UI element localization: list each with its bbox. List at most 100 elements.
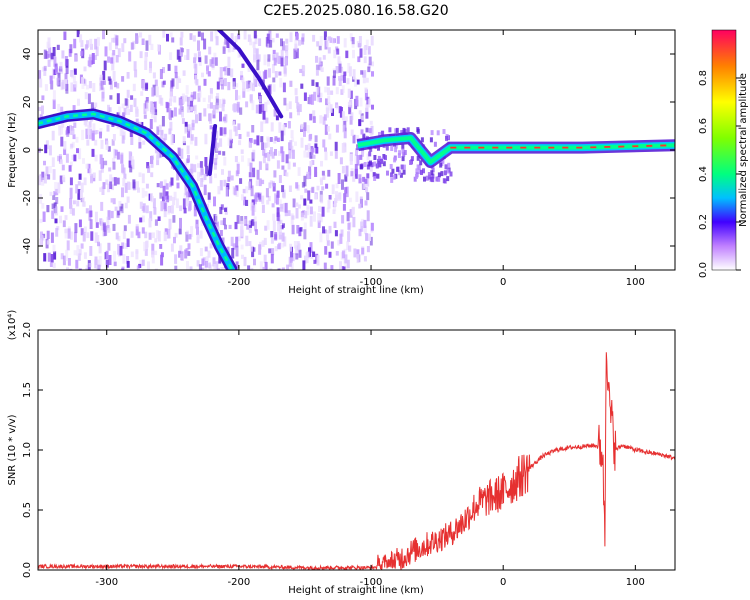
heatmap-cell xyxy=(371,104,374,110)
heatmap-cell xyxy=(124,98,128,106)
heatmap-cell xyxy=(241,77,245,83)
heatmap-cell xyxy=(100,201,104,211)
heatmap-cell xyxy=(241,155,244,162)
heatmap-cell xyxy=(60,136,64,147)
heatmap-cell xyxy=(409,160,412,165)
heatmap-cell xyxy=(71,72,75,79)
colorbar-ticks: 0.0 0.2 0.4 0.6 0.8 xyxy=(698,70,741,278)
heatmap-cell xyxy=(327,95,331,104)
heatmap-cell xyxy=(415,168,419,174)
heatmap-cell xyxy=(130,42,134,50)
heatmap-cell xyxy=(364,87,368,93)
heatmap-cell xyxy=(60,106,64,113)
heatmap-cell xyxy=(160,97,164,106)
heatmap-cell xyxy=(180,31,184,38)
heatmap-cell xyxy=(117,235,121,242)
heatmap-cell xyxy=(155,230,159,239)
heatmap-cell xyxy=(78,219,82,228)
heatmap-cell xyxy=(93,55,97,60)
heatmap-cell xyxy=(111,184,114,191)
heatmap-cell xyxy=(51,210,55,219)
heatmap-cell xyxy=(253,73,257,85)
heatmap-cell xyxy=(283,57,287,65)
heatmap-cell xyxy=(204,157,208,167)
heatmap-cell xyxy=(229,138,233,149)
heatmap-cell xyxy=(220,78,224,85)
heatmap-cell xyxy=(41,95,45,101)
heatmap-cell xyxy=(116,177,120,185)
heatmap-cell xyxy=(84,92,88,100)
heatmap-cell xyxy=(98,170,102,181)
heatmap-cell xyxy=(245,199,249,206)
heatmap-cell xyxy=(154,109,158,116)
heatmap-cell xyxy=(213,196,216,207)
top-y-tick-label: -40 xyxy=(22,238,33,254)
heatmap-cell xyxy=(363,219,367,228)
heatmap-cell xyxy=(253,204,257,212)
heatmap-cell xyxy=(232,121,236,126)
heatmap-cell xyxy=(135,226,139,236)
heatmap-cell xyxy=(159,244,163,249)
heatmap-cell xyxy=(174,232,178,238)
heatmap-cell xyxy=(416,164,420,170)
heatmap-cell xyxy=(281,41,285,51)
heatmap-cell xyxy=(256,59,260,71)
heatmap-cell xyxy=(285,51,289,59)
heatmap-cell xyxy=(173,96,177,103)
heatmap-cell xyxy=(199,230,203,239)
heatmap-cell xyxy=(123,173,127,180)
heatmap-cell xyxy=(263,54,267,66)
colorbar-gradient xyxy=(711,29,737,271)
heatmap-cell xyxy=(263,240,267,245)
heatmap-cell xyxy=(182,70,186,76)
heatmap-cell xyxy=(138,136,142,142)
heatmap-cell xyxy=(366,192,370,201)
heatmap-cell xyxy=(72,200,76,205)
heatmap-cell xyxy=(74,81,78,88)
heatmap-cell xyxy=(141,215,145,223)
heatmap-cell xyxy=(344,254,348,264)
heatmap-cell xyxy=(367,66,371,73)
heatmap-cell xyxy=(240,216,244,224)
heatmap-cell xyxy=(62,174,66,181)
heatmap-cell xyxy=(307,143,311,149)
heatmap-cell xyxy=(82,158,85,164)
heatmap-cell xyxy=(79,34,83,43)
heatmap-cell xyxy=(324,246,328,255)
heatmap-cell xyxy=(340,89,344,95)
heatmap-cell xyxy=(223,127,227,135)
heatmap-cell xyxy=(431,177,435,183)
heatmap-cell xyxy=(338,78,342,86)
heatmap-cell xyxy=(138,142,142,149)
heatmap-cell xyxy=(215,221,219,227)
heatmap-cell xyxy=(373,176,377,181)
heatmap-cell xyxy=(167,64,171,71)
heatmap-cell xyxy=(115,55,119,63)
chart-title: C2E5.2025.080.16.58.G20 xyxy=(263,3,448,19)
heatmap-cell xyxy=(335,87,339,95)
heatmap-cell xyxy=(282,223,285,228)
heatmap-cell xyxy=(323,31,327,41)
heatmap-cell xyxy=(60,82,64,91)
heatmap-cell xyxy=(218,77,222,83)
heatmap-cell xyxy=(88,121,92,128)
heatmap-cell xyxy=(251,152,255,162)
heatmap-cell xyxy=(60,253,64,260)
heatmap-cell xyxy=(50,52,54,60)
heatmap-cell xyxy=(86,139,90,146)
heatmap-cell xyxy=(423,176,426,182)
heatmap-cell xyxy=(200,221,204,226)
heatmap-cell xyxy=(220,267,224,270)
heatmap-cell xyxy=(416,155,420,161)
heatmap-cell xyxy=(47,37,51,48)
heatmap-cell xyxy=(266,220,270,230)
heatmap-cell xyxy=(306,152,310,158)
heatmap-cell xyxy=(294,39,298,51)
heatmap-cell xyxy=(194,63,198,74)
heatmap-cell xyxy=(249,82,253,91)
heatmap-cell xyxy=(121,43,125,52)
heatmap-cell xyxy=(91,53,95,64)
heatmap-cell xyxy=(195,79,199,86)
heatmap-cell xyxy=(135,251,139,260)
heatmap-cell xyxy=(289,243,293,252)
